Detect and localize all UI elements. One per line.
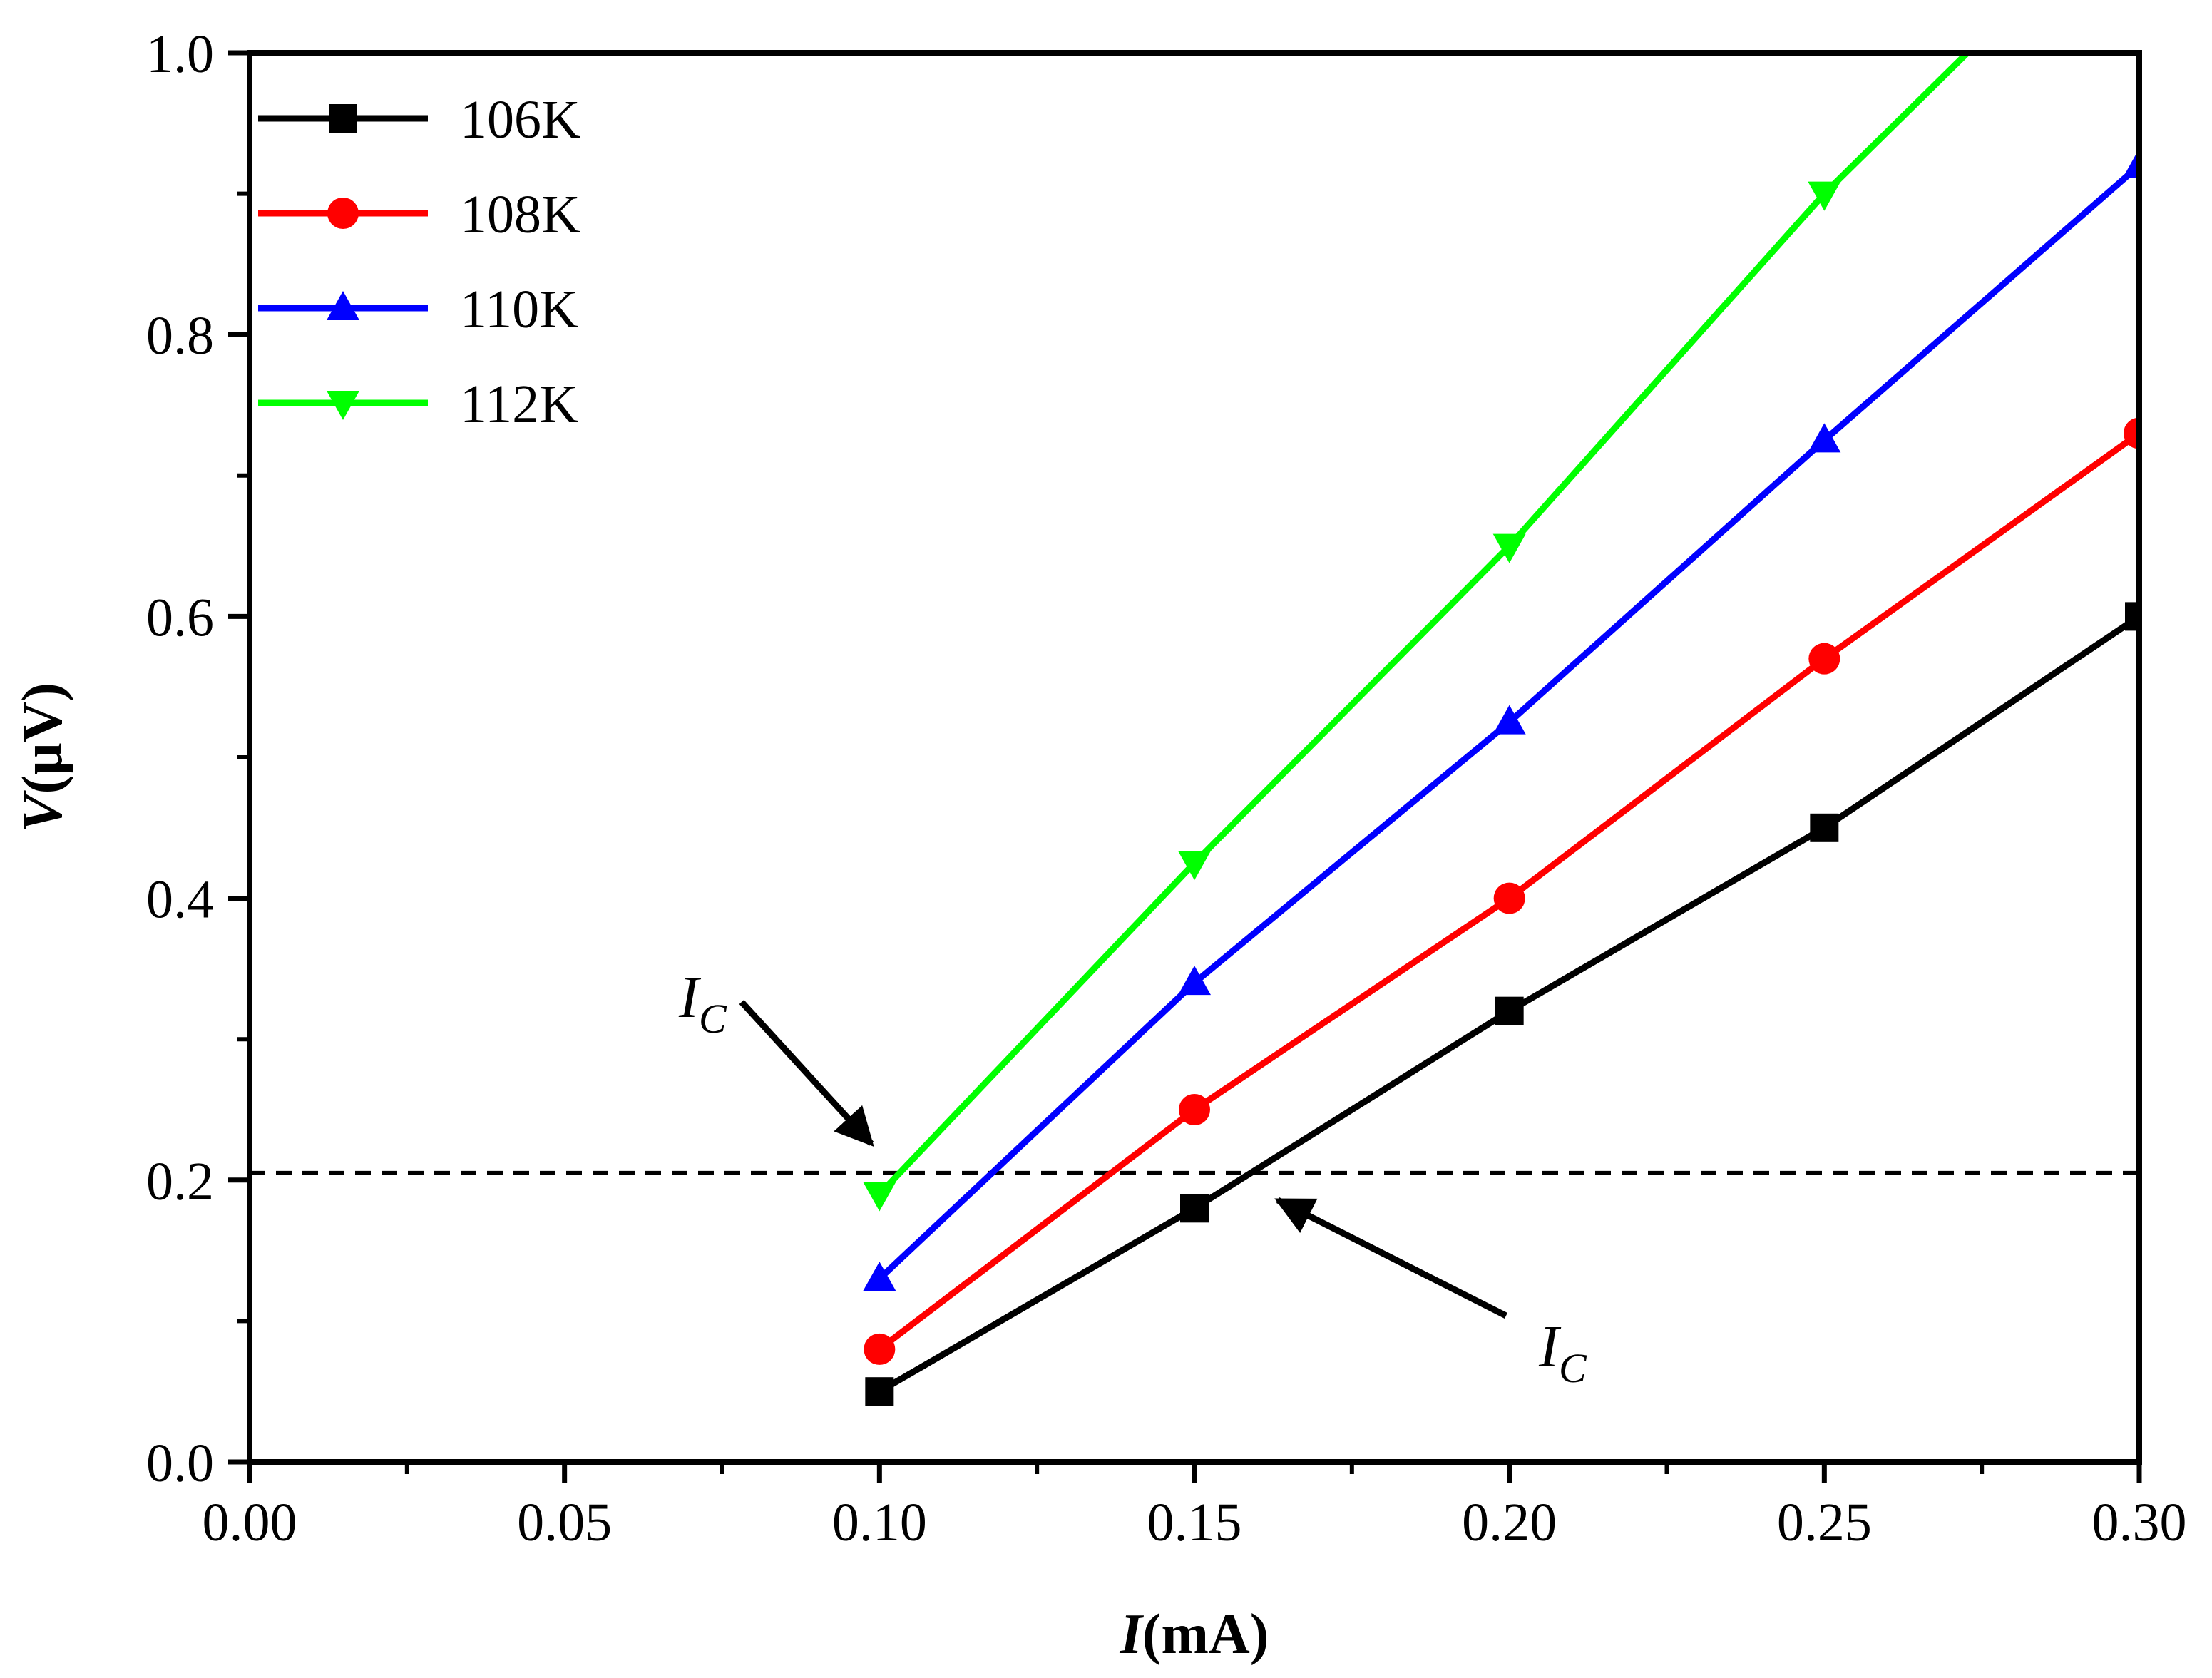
data-point-110K-3 bbox=[1808, 423, 1841, 453]
data-point-108K-4 bbox=[2124, 417, 2139, 449]
annotation-arrow-2 bbox=[1274, 1197, 1508, 1319]
series-108K bbox=[864, 417, 2139, 1365]
data-point-108K-2 bbox=[1493, 882, 1525, 914]
series-110K bbox=[863, 148, 2139, 1291]
data-point-112K-3 bbox=[1808, 181, 1841, 211]
y-axis-title: V(μV) bbox=[11, 682, 74, 832]
data-point-110K-4 bbox=[2123, 148, 2139, 178]
legend-marker-110K bbox=[327, 291, 359, 320]
data-point-106K-1 bbox=[1180, 1194, 1209, 1223]
data-point-108K-0 bbox=[864, 1333, 896, 1365]
data-point-110K-2 bbox=[1492, 705, 1526, 735]
series-112K bbox=[863, 53, 1972, 1212]
annotation-label-1: IC bbox=[678, 964, 727, 1042]
y-tick-label-0: 0.0 bbox=[146, 1433, 214, 1493]
legend-marker-108K bbox=[327, 198, 359, 229]
x-tick-label-6: 0.30 bbox=[2092, 1493, 2187, 1552]
legend-label-110K: 110K bbox=[460, 280, 578, 339]
y-tick-label-3: 0.6 bbox=[146, 588, 214, 648]
series-106K bbox=[865, 602, 2139, 1406]
data-point-108K-3 bbox=[1808, 643, 1840, 675]
data-point-112K-0 bbox=[863, 1182, 896, 1212]
legend-label-106K: 106K bbox=[460, 90, 580, 150]
series-layer bbox=[863, 53, 2139, 1406]
y-tick-label-4: 0.8 bbox=[146, 306, 214, 366]
y-tick-label-1: 0.2 bbox=[146, 1152, 214, 1212]
y-axis-symbol: V bbox=[11, 790, 74, 832]
annotation-label-2: IC bbox=[1538, 1314, 1587, 1391]
x-tick-label-0: 0.00 bbox=[203, 1493, 297, 1552]
y-axis-unit: (μV) bbox=[11, 682, 74, 794]
x-tick-label-5: 0.25 bbox=[1777, 1493, 1872, 1552]
legend-label-108K: 108K bbox=[460, 185, 580, 245]
data-point-112K-1 bbox=[1178, 851, 1211, 881]
x-axis-title: I(mA) bbox=[1120, 1603, 1269, 1666]
x-tick-label-2: 0.10 bbox=[832, 1493, 927, 1552]
legend-label-112K: 112K bbox=[460, 374, 578, 434]
legend-marker-112K bbox=[327, 391, 359, 420]
annotation-2-sub: C bbox=[1559, 1345, 1587, 1391]
x-tick-label-4: 0.20 bbox=[1462, 1493, 1557, 1552]
plot-frame bbox=[247, 50, 2142, 1465]
x-axis-symbol: I bbox=[1120, 1603, 1145, 1666]
data-point-106K-2 bbox=[1495, 996, 1524, 1025]
y-tick-label-2: 0.4 bbox=[146, 870, 214, 930]
y-tick-label-5: 1.0 bbox=[146, 24, 214, 84]
legend: 106K 108K 110K 112K bbox=[258, 90, 580, 434]
data-point-110K-1 bbox=[1178, 966, 1211, 996]
annotation-2-main: I bbox=[1538, 1314, 1562, 1380]
x-tick-label-1: 0.05 bbox=[517, 1493, 612, 1552]
x-tick-label-3: 0.15 bbox=[1147, 1493, 1242, 1552]
annotation-arrow-1 bbox=[739, 999, 874, 1147]
annotation-1-main: I bbox=[678, 964, 702, 1030]
data-point-110K-0 bbox=[863, 1262, 896, 1291]
data-point-106K-3 bbox=[1810, 813, 1839, 842]
data-point-106K-0 bbox=[865, 1377, 894, 1406]
data-point-112K-2 bbox=[1492, 533, 1526, 563]
x-axis-unit: (mA) bbox=[1142, 1603, 1269, 1666]
ticks-layer: 0.00 0.05 0.10 0.15 0.20 0.25 0.30 0.0 0.2 0.4 0.6… bbox=[146, 24, 2187, 1552]
legend-marker-106K bbox=[329, 104, 357, 133]
data-point-108K-1 bbox=[1179, 1094, 1210, 1125]
data-point-106K-4 bbox=[2125, 602, 2139, 631]
annotation-1-sub: C bbox=[699, 996, 727, 1042]
